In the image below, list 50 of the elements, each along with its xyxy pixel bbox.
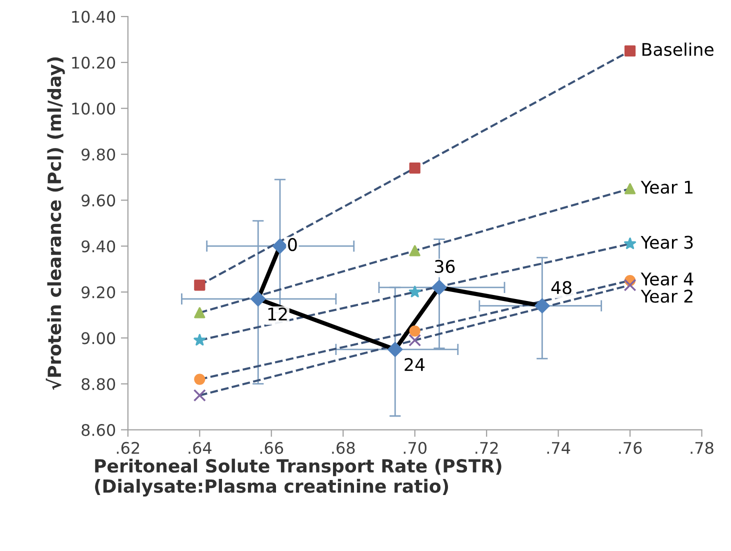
annotation: 36 [435,260,455,274]
y-tick-label: 8.60 [82,424,116,436]
point [194,307,206,318]
x-tick-label: .62 [116,442,140,454]
y-tick-label: 10.40 [72,10,116,23]
y-tick-label: 9.40 [82,240,116,252]
point [409,162,420,174]
annotation: 48 [551,281,572,294]
x-tick-label: .70 [404,442,426,454]
point [409,325,420,337]
point [194,334,206,346]
x-axis-title: Peritoneal Solute Transport Rate (PSTR) (Dialysate:Plasma creatinine ratio) [95,458,502,497]
y-tick-label: 10.00 [72,102,116,115]
y-tick-label: 10.20 [72,56,116,69]
point [388,342,403,357]
point [250,291,266,306]
point [624,45,636,57]
point [194,280,206,291]
annotation: 24 [404,358,425,371]
series-label: Year 3 [640,236,693,249]
series-label: Year 1 [640,180,693,194]
point [432,280,447,295]
x-tick-label: .76 [619,442,642,454]
point [624,278,636,292]
x-tick-label: .66 [260,442,284,454]
x-tick-label: .74 [547,442,570,454]
point [408,334,422,347]
x-tick-label: .68 [332,442,355,454]
annotation: 12 [268,307,287,320]
series-label: Baseline [642,42,714,56]
point [624,238,636,250]
y-axis-title: √Protein clearance (Pcl) (ml/day) [46,57,65,390]
y-tick-label: 9.60 [82,194,116,206]
y-tick-label: 9.00 [82,332,116,344]
point [194,374,206,385]
series-label: Year 4 [640,272,694,286]
annotation: 0 [288,238,297,252]
series-label: Year 2 [640,290,692,303]
point [408,286,421,298]
point [534,298,550,314]
x-tick-label: .78 [690,442,714,454]
x-tick-label: .64 [188,442,212,454]
y-tick-label: 9.20 [82,286,116,298]
point [409,245,420,256]
x-tick-label: .72 [476,442,498,454]
point [272,238,288,254]
y-tick-label: 8.80 [82,378,116,390]
y-tick-label: 9.80 [82,148,116,161]
point [624,183,636,194]
point [193,389,206,402]
